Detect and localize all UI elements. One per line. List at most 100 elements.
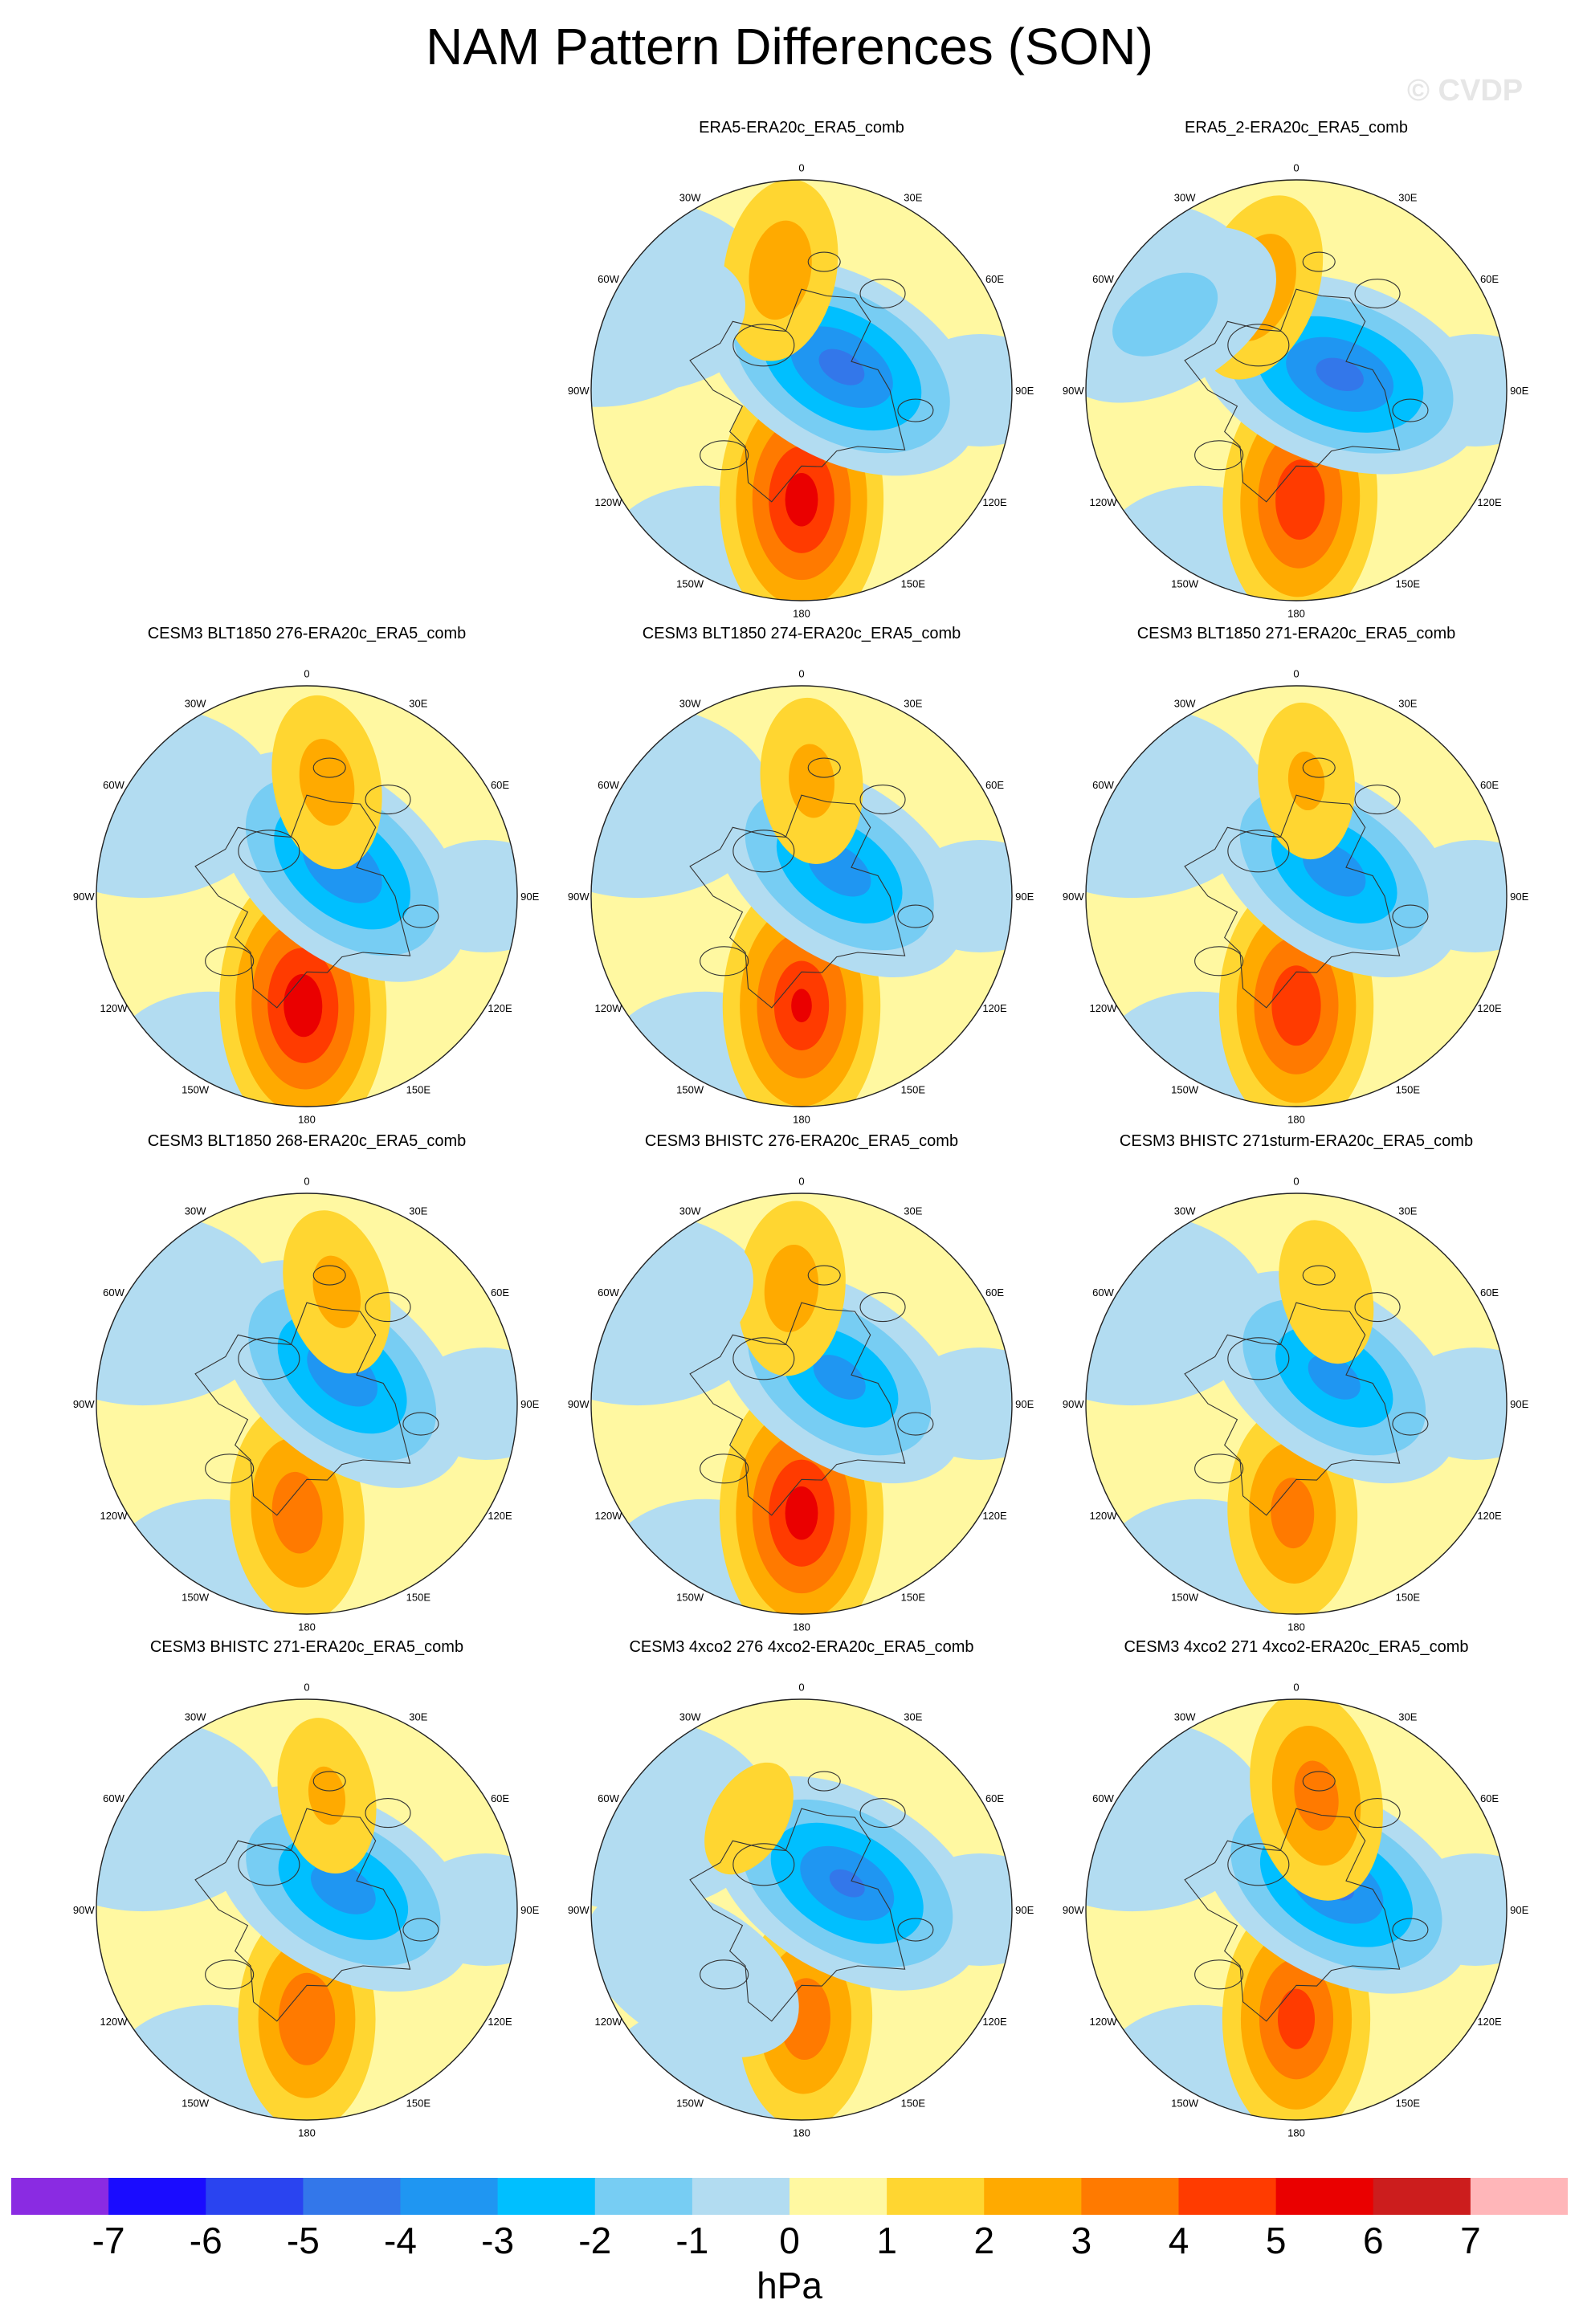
longitude-label: 30E <box>904 191 922 203</box>
longitude-label: 180 <box>1287 1114 1305 1126</box>
colorbar-swatch <box>1470 2178 1569 2215</box>
panel-title: ERA5-ERA20c_ERA5_comb <box>699 119 904 137</box>
longitude-label: 150E <box>1396 578 1421 590</box>
longitude-label: 60W <box>598 273 619 285</box>
longitude-label: 120E <box>982 496 1007 508</box>
longitude-label: 60W <box>103 1286 124 1299</box>
map-panel: CESM3 BLT1850 271-ERA20c_ERA5_comb 180 150… <box>1055 623 1537 1126</box>
longitude-label: 0 <box>798 1681 804 1693</box>
longitude-label: 90W <box>1063 385 1084 397</box>
panel-title: CESM3 BHISTC 276-ERA20c_ERA5_comb <box>644 1132 959 1150</box>
longitude-label: 60W <box>103 1792 124 1804</box>
polar-map: 180 150E 120E 90E 60E 30E 0 30W 60W 90W 120W 150W <box>1063 1175 1529 1633</box>
contour-field <box>591 1699 1012 2120</box>
longitude-label: 150W <box>182 1592 210 1604</box>
longitude-label: 150W <box>1171 578 1199 590</box>
contour-level <box>1271 1478 1315 1549</box>
longitude-label: 120E <box>1477 1510 1502 1522</box>
panel-title: CESM3 BLT1850 271-ERA20c_ERA5_comb <box>1136 625 1456 642</box>
contour-field <box>96 686 517 1107</box>
colorbar-swatch <box>692 2178 790 2215</box>
contour-level <box>308 1766 346 1825</box>
colorbar-swatch <box>206 2178 304 2215</box>
colorbar-swatch <box>1178 2178 1277 2215</box>
longitude-label: 30E <box>1398 1710 1417 1723</box>
colorbar <box>11 2178 1569 2215</box>
longitude-label: 150E <box>406 1592 431 1604</box>
longitude-label: 180 <box>793 1114 810 1126</box>
colorbar-tick: -4 <box>384 2220 417 2261</box>
longitude-label: 30W <box>185 697 206 709</box>
map-panel: ERA5-ERA20c_ERA5_comb 180 150E 120E 90E 60E 30… <box>561 117 1042 620</box>
polar-map: 180 150E 120E 90E 60E 30E 0 30W 60W 90W 120W 150W <box>1063 667 1529 1126</box>
longitude-label: 30W <box>679 1205 701 1217</box>
coastlines <box>1184 1771 1429 2022</box>
contour-level <box>1277 1988 1316 2049</box>
contour-level <box>704 1762 794 1875</box>
longitude-label: 60W <box>1092 779 1114 791</box>
contour-field <box>96 1193 517 1614</box>
longitude-label: 60W <box>1092 273 1114 285</box>
longitude-label: 120E <box>488 1510 512 1522</box>
longitude-label: 60W <box>103 779 124 791</box>
longitude-label: 180 <box>793 1621 810 1633</box>
longitude-label: 150E <box>1396 1084 1421 1096</box>
map-panel: CESM3 BLT1850 276-ERA20c_ERA5_comb 180 150… <box>66 623 548 1126</box>
longitude-label: 30E <box>409 1710 427 1723</box>
polar-map: 180 150E 120E 90E 60E 30E 0 30W 60W 90W 120W 150W <box>568 1681 1034 2138</box>
contour-field <box>1086 180 1507 601</box>
longitude-label: 60E <box>1480 779 1499 791</box>
longitude-label: 0 <box>304 1175 309 1187</box>
panel-title: CESM3 BLT1850 276-ERA20c_ERA5_comb <box>147 625 467 642</box>
longitude-label: 0 <box>798 161 804 173</box>
longitude-label: 30E <box>1398 191 1417 203</box>
contour-level <box>591 1888 799 2058</box>
longitude-label: 60E <box>985 1286 1004 1299</box>
colorbar-swatch <box>11 2178 109 2215</box>
longitude-label: 150E <box>406 2098 431 2110</box>
panel-title: CESM3 BHISTC 271sturm-ERA20c_ERA5_comb <box>1119 1132 1474 1150</box>
longitude-label: 90E <box>1015 1398 1034 1410</box>
longitude-label: 60E <box>1480 1792 1499 1804</box>
longitude-label: 150W <box>1171 1592 1199 1604</box>
coastlines <box>689 1771 934 2022</box>
longitude-label: 60E <box>1480 273 1499 285</box>
longitude-label: 90W <box>1063 891 1084 903</box>
coastlines <box>689 1265 934 1516</box>
longitude-label: 150W <box>182 2098 210 2110</box>
coastlines <box>1184 1265 1429 1516</box>
map-panel: CESM3 4xco2 276 4xco2-ERA20c_ERA5_comb 18… <box>561 1637 1042 2139</box>
contour-field <box>591 180 1012 601</box>
polar-map: 180 150E 120E 90E 60E 30E 0 30W 60W 90W 120W 150W <box>568 667 1034 1126</box>
longitude-label: 120W <box>1090 2016 1118 2028</box>
polar-map: 180 150E 120E 90E 60E 30E 0 30W 60W 90W 120W 150W <box>568 1175 1034 1633</box>
map-panel: CESM3 BHISTC 271sturm-ERA20c_ERA5_comb 18… <box>1055 1131 1537 1633</box>
longitude-label: 120E <box>1477 1002 1502 1014</box>
colorbar-tick: 5 <box>1265 2220 1287 2261</box>
longitude-label: 150E <box>901 578 926 590</box>
longitude-label: 30W <box>1174 191 1196 203</box>
longitude-label: 30W <box>679 191 701 203</box>
colorbar-tick: 3 <box>1071 2220 1092 2261</box>
longitude-label: 30W <box>1174 697 1196 709</box>
longitude-label: 180 <box>1287 1621 1305 1633</box>
colorbar-swatch <box>303 2178 402 2215</box>
coastlines <box>1184 251 1429 503</box>
longitude-label: 120W <box>595 496 623 508</box>
panel-title: CESM3 BLT1850 268-ERA20c_ERA5_comb <box>147 1132 467 1150</box>
contour-level <box>312 1255 361 1328</box>
colorbar-tick: -2 <box>578 2220 612 2261</box>
longitude-label: 90E <box>1510 385 1528 397</box>
longitude-label: 60W <box>598 1792 619 1804</box>
panel-title: CESM3 BLT1850 274-ERA20c_ERA5_comb <box>642 625 961 642</box>
longitude-label: 120E <box>982 1002 1007 1014</box>
contour-level <box>829 1869 865 1898</box>
longitude-label: 90W <box>568 1398 590 1410</box>
longitude-label: 0 <box>1293 667 1299 679</box>
colorbar-tick: 2 <box>973 2220 995 2261</box>
colorbar-tick: 0 <box>779 2220 800 2261</box>
longitude-label: 90W <box>568 385 590 397</box>
longitude-label: 150W <box>182 1084 210 1096</box>
colorbar-swatch <box>400 2178 499 2215</box>
longitude-label: 30E <box>904 1205 922 1217</box>
